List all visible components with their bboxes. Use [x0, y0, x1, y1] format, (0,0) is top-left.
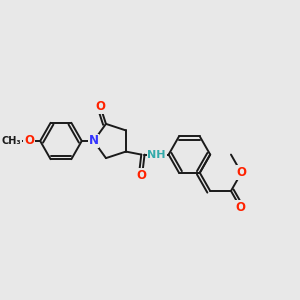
- Text: N: N: [88, 134, 99, 148]
- Text: O: O: [136, 169, 146, 182]
- Text: O: O: [95, 100, 105, 113]
- Text: CH₃: CH₃: [2, 136, 22, 146]
- Text: O: O: [236, 166, 246, 179]
- Text: NH: NH: [148, 150, 166, 160]
- Text: O: O: [235, 201, 245, 214]
- Text: O: O: [24, 134, 34, 148]
